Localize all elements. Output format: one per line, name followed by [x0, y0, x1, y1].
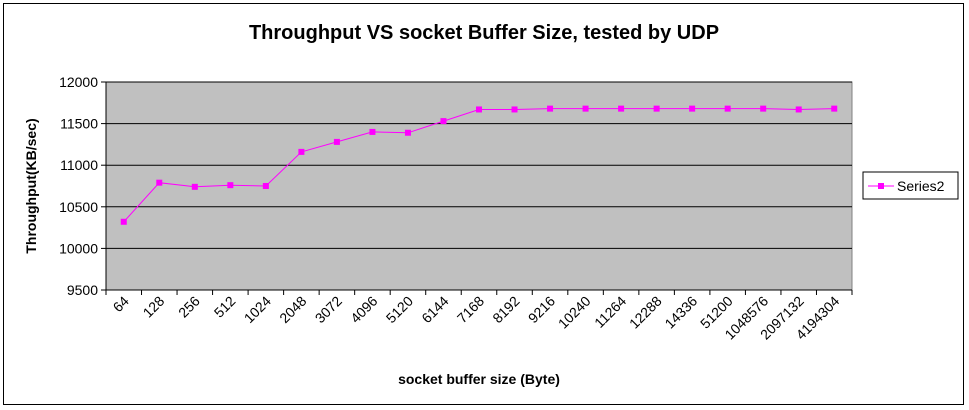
x-tick-label: 3072 [312, 293, 345, 326]
x-tick-label: 64 [110, 293, 132, 315]
data-point [120, 218, 127, 225]
legend-marker [878, 183, 884, 189]
x-tick-label: 11264 [591, 293, 629, 331]
y-tick-label: 11500 [60, 116, 98, 132]
data-point [404, 129, 411, 136]
x-tick-label: 512 [211, 293, 239, 321]
series-points [120, 105, 838, 225]
y-tick-label: 10500 [59, 199, 98, 215]
x-axis-title: socket buffer size (Byte) [398, 371, 560, 387]
x-tick-label: 1024 [241, 293, 274, 326]
data-point [653, 105, 660, 112]
data-point [547, 105, 554, 112]
data-point [795, 106, 802, 113]
x-tick-label: 4096 [347, 293, 380, 326]
data-point [618, 105, 625, 112]
x-tick-label: 12288 [626, 293, 665, 332]
y-axis-ticks: 9500 10000 10500 11000 11500 12000 [59, 74, 106, 298]
data-point [227, 182, 234, 189]
y-axis-title: Throughput(KB/sec) [23, 118, 39, 253]
x-tick-label: 5120 [383, 293, 416, 326]
y-tick-label: 10000 [59, 240, 98, 256]
x-tick-label: 10240 [555, 293, 594, 332]
x-tick-label: 8192 [489, 293, 522, 326]
data-point [724, 105, 731, 112]
gridlines [105, 81, 852, 291]
data-point [831, 105, 838, 112]
data-point [511, 106, 518, 113]
data-point [582, 105, 589, 112]
data-point [760, 105, 767, 112]
x-tick-label: 6144 [418, 293, 451, 326]
x-tick-label: 14336 [661, 293, 700, 332]
y-tick-label: 12000 [59, 74, 98, 90]
data-point [440, 118, 447, 125]
legend: Series2 [862, 171, 959, 200]
x-tick-label: 7168 [454, 293, 487, 326]
data-point [191, 183, 198, 190]
x-tick-label: 2048 [276, 293, 309, 326]
data-point [333, 138, 340, 145]
data-point [156, 179, 163, 186]
legend-label-series2: Series2 [897, 178, 945, 194]
data-point [689, 105, 696, 112]
y-tick-label: 11000 [60, 157, 98, 173]
data-point [476, 106, 482, 113]
x-tick-label: 256 [175, 293, 203, 321]
y-tick-label: 9500 [67, 282, 98, 298]
data-point [298, 148, 305, 155]
x-axis-ticks: 64 128 256 512 1024 2048 3072 4096 5120 6144 7168 8… [105, 290, 853, 343]
chart-title: Throughput VS socket Buffer Size, tested… [249, 22, 719, 44]
data-point [369, 128, 376, 135]
data-point [262, 183, 269, 189]
x-tick-label: 128 [140, 293, 168, 321]
x-tick-label: 9216 [525, 293, 558, 326]
